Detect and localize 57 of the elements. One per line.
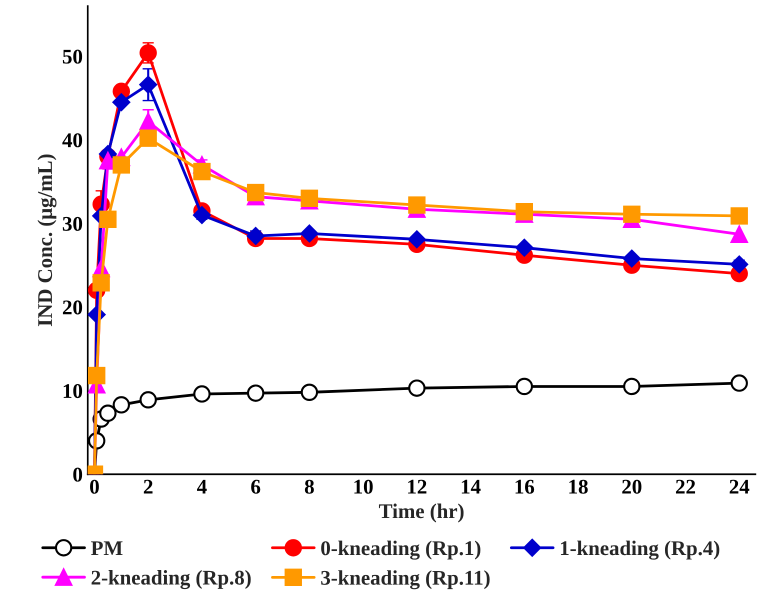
legend-label: PM [91, 541, 123, 556]
legend-label: 0-kneading (Rp.1) [321, 540, 480, 560]
y-axis-title: IND Conc. (μg/mL) [37, 154, 56, 326]
x-tick-label: 0 [90, 480, 99, 494]
point [515, 238, 534, 257]
point [99, 210, 117, 228]
x-tick-label: 10 [354, 480, 373, 494]
point [193, 162, 211, 180]
point [300, 224, 318, 242]
legend-label: 3-kneading (Rp.11) [321, 570, 490, 590]
point [99, 404, 117, 422]
point [300, 384, 318, 401]
x-axis-title: Time (hr) [378, 504, 464, 522]
point [92, 274, 110, 292]
point [139, 76, 158, 94]
point [140, 44, 157, 62]
point [730, 207, 748, 225]
point [140, 391, 157, 409]
legend-label: 1-kneading (Rp.4) [560, 540, 720, 560]
point [140, 112, 157, 130]
point [623, 206, 640, 223]
point [516, 378, 534, 396]
x-tick-label: 20 [622, 480, 642, 494]
point [730, 256, 748, 274]
x-tick-label: 4 [197, 480, 207, 494]
point [112, 156, 130, 174]
point [112, 396, 130, 414]
point [622, 250, 641, 268]
point [140, 129, 157, 147]
point [730, 374, 748, 392]
point [88, 366, 106, 384]
point [193, 385, 211, 403]
x-tick-label: 8 [304, 480, 314, 494]
x-tick-label: 12 [408, 480, 426, 494]
x-tick-label: 24 [730, 480, 750, 494]
x-tick-label: 16 [516, 480, 534, 494]
point [623, 378, 640, 396]
point [246, 184, 264, 202]
legend-label: 2-kneading (Rp.8) [92, 570, 251, 590]
point [246, 384, 264, 402]
x-tick-label: 18 [569, 480, 588, 494]
y-tick-label: 50 [62, 50, 82, 64]
x-tick-label: 22 [676, 480, 696, 494]
y-tick-label: 20 [62, 300, 82, 314]
x-tick-label: 6 [251, 480, 260, 494]
y-tick-label: 30 [62, 216, 82, 231]
y-tick-label: 10 [64, 384, 82, 398]
x-tick-label: 14 [462, 480, 481, 494]
point [408, 379, 426, 397]
x-tick-label: 2 [144, 480, 153, 494]
y-tick-label: 0 [73, 468, 82, 482]
point [408, 230, 426, 248]
point [730, 226, 748, 243]
point [193, 206, 211, 224]
y-tick-label: 40 [62, 133, 82, 148]
point [408, 196, 426, 214]
point [112, 93, 130, 112]
